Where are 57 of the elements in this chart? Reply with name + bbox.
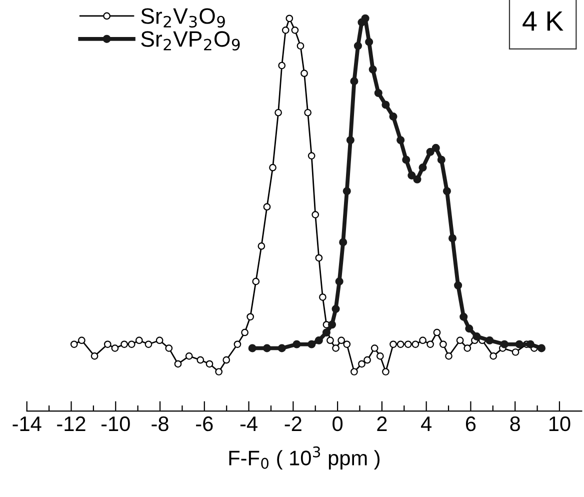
x-tick-label: -12 xyxy=(57,416,86,431)
point xyxy=(308,340,316,348)
point xyxy=(382,100,390,109)
point xyxy=(248,344,256,352)
point xyxy=(354,42,362,50)
point xyxy=(486,336,494,344)
x-tick-label: 0 xyxy=(332,416,343,432)
point xyxy=(389,112,398,121)
point xyxy=(342,187,351,196)
x-axis-title: F-F$_{0}$ ( 10$^{3}$ ppm ) xyxy=(229,446,380,470)
point xyxy=(374,88,382,98)
point xyxy=(346,136,354,144)
point xyxy=(472,332,481,340)
point xyxy=(396,136,405,144)
point xyxy=(442,187,451,196)
point xyxy=(332,304,340,313)
x-tick-label: -4 xyxy=(240,416,258,431)
x-tick-label: 2 xyxy=(377,416,387,431)
point xyxy=(292,340,301,348)
point xyxy=(537,344,546,352)
x-tick-label: -8 xyxy=(152,416,168,432)
annotation: 4 K xyxy=(522,12,564,31)
x-tick-label: -14 xyxy=(12,416,42,431)
point xyxy=(350,77,358,86)
point xyxy=(314,336,323,344)
x-tick-label: -10 xyxy=(102,416,130,432)
point xyxy=(448,234,457,242)
point xyxy=(454,281,462,290)
legend-label: Sr$_{2}$V$_{3}$O$_{9}$ xyxy=(141,8,225,28)
point xyxy=(500,340,508,348)
point xyxy=(408,171,416,180)
x-tick-label: 6 xyxy=(466,416,476,432)
point xyxy=(465,324,474,333)
x-tick-label: -6 xyxy=(196,416,213,432)
point xyxy=(515,340,524,348)
point xyxy=(418,164,427,172)
point xyxy=(278,344,286,352)
point xyxy=(365,38,374,46)
x-tick-label: 4 xyxy=(421,416,432,431)
point xyxy=(460,312,468,321)
legend-label: Sr$_{2}$VP$_{2}$O$_{9}$ xyxy=(141,31,240,51)
point xyxy=(437,156,446,164)
point xyxy=(413,175,422,184)
x-tick-label: 8 xyxy=(510,416,520,432)
point xyxy=(335,277,344,286)
point xyxy=(361,14,370,22)
point xyxy=(262,344,272,352)
point xyxy=(328,320,336,329)
point xyxy=(526,340,534,348)
point xyxy=(426,148,434,156)
point xyxy=(339,238,348,246)
x-tick-label: -2 xyxy=(284,416,302,431)
point xyxy=(432,144,440,152)
point xyxy=(368,65,377,74)
point xyxy=(322,328,330,337)
x-tick-label: 10 xyxy=(549,416,570,432)
point xyxy=(402,156,410,164)
